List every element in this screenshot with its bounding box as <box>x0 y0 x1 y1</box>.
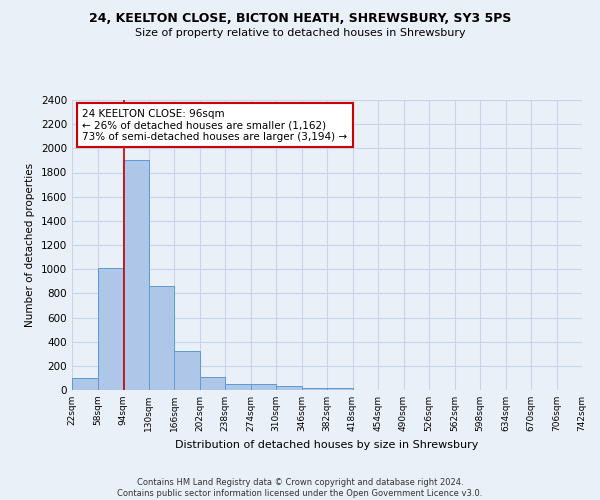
Text: 24, KEELTON CLOSE, BICTON HEATH, SHREWSBURY, SY3 5PS: 24, KEELTON CLOSE, BICTON HEATH, SHREWSB… <box>89 12 511 26</box>
Bar <box>327 388 353 390</box>
Bar <box>97 268 123 390</box>
Bar <box>174 352 199 390</box>
Bar <box>302 388 327 390</box>
Bar <box>72 378 97 390</box>
Bar <box>149 286 174 390</box>
Text: Contains HM Land Registry data © Crown copyright and database right 2024.
Contai: Contains HM Land Registry data © Crown c… <box>118 478 482 498</box>
Bar <box>225 384 251 390</box>
Bar <box>276 386 302 390</box>
Text: 24 KEELTON CLOSE: 96sqm
← 26% of detached houses are smaller (1,162)
73% of semi: 24 KEELTON CLOSE: 96sqm ← 26% of detache… <box>82 108 347 142</box>
Text: Size of property relative to detached houses in Shrewsbury: Size of property relative to detached ho… <box>134 28 466 38</box>
Bar <box>199 376 225 390</box>
Bar <box>251 384 276 390</box>
Bar <box>123 160 149 390</box>
X-axis label: Distribution of detached houses by size in Shrewsbury: Distribution of detached houses by size … <box>175 440 479 450</box>
Y-axis label: Number of detached properties: Number of detached properties <box>25 163 35 327</box>
